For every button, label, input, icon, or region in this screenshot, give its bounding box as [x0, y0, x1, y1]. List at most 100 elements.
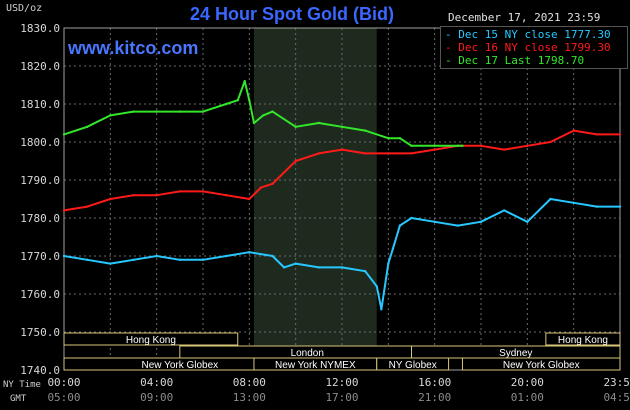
session-label: London	[291, 348, 324, 359]
y-tick-label: 1760.0	[20, 288, 60, 301]
series-point-1	[248, 251, 251, 254]
series-point-3	[252, 121, 256, 125]
session-label: Hong Kong	[126, 335, 176, 346]
gmt-label: GMT	[10, 394, 27, 404]
series-point-2	[178, 190, 182, 193]
series-point-2	[259, 186, 263, 189]
series-point-2	[572, 129, 575, 132]
series-point-2	[410, 152, 413, 155]
x-tick-label-ny: 08:00	[233, 376, 266, 389]
series-point-2	[595, 133, 599, 136]
series-point-3	[387, 137, 390, 140]
chart-datetime: December 17, 2021 23:59	[448, 11, 601, 24]
series-point-1	[317, 266, 321, 269]
y-tick-label: 1790.0	[20, 174, 60, 187]
x-tick-label-gmt: 13:00	[233, 391, 266, 404]
series-point-3	[294, 125, 297, 128]
series-point-1	[387, 262, 390, 265]
series-point-2	[109, 197, 112, 201]
series-point-3	[340, 125, 344, 128]
series-point-1	[572, 201, 575, 204]
x-tick-label-ny: 00:00	[47, 376, 80, 389]
series-point-1	[85, 258, 89, 261]
x-tick-label-ny: 16:00	[418, 376, 451, 389]
y-tick-label: 1820.0	[20, 60, 60, 73]
series-point-1	[340, 266, 344, 269]
series-point-3	[456, 144, 460, 147]
x-tick-label-gmt: 01:00	[511, 391, 544, 404]
legend-item-dec17: - Dec 17 Last 1798.70	[445, 54, 585, 67]
series-point-1	[109, 262, 112, 265]
session-label: New York Globex	[503, 360, 580, 371]
legend-item-dec16: - Dec 16 NY close 1799.30	[445, 41, 611, 54]
series-point-3	[363, 129, 367, 132]
session-label: New York NYMEX	[275, 360, 356, 371]
series-point-1	[271, 254, 274, 258]
series-point-1	[456, 224, 460, 227]
series-point-2	[201, 190, 205, 193]
series-point-1	[363, 270, 367, 273]
x-tick-label-ny: 04:00	[140, 376, 173, 389]
series-point-3	[132, 110, 135, 113]
series-point-2	[479, 144, 483, 147]
session-band	[461, 357, 621, 371]
series-point-3	[62, 133, 66, 136]
series-point-1	[282, 266, 286, 269]
x-tick-label-ny: 23:59	[603, 376, 630, 389]
series-point-1	[526, 220, 529, 223]
series-point-2	[248, 197, 251, 201]
series-point-1	[294, 262, 297, 265]
y-tick-label: 1780.0	[20, 212, 60, 225]
series-point-2	[132, 194, 135, 197]
series-point-1	[433, 220, 436, 223]
series-line-1	[63, 198, 620, 311]
series-point-3	[271, 110, 274, 113]
series-point-3	[236, 99, 239, 102]
series-point-1	[201, 258, 205, 261]
y-tick-label: 1800.0	[20, 136, 60, 149]
y-tick-label: 1750.0	[20, 326, 60, 339]
series-point-3	[109, 114, 112, 117]
ny-time-label: NY Time	[3, 380, 41, 390]
series-point-1	[132, 258, 135, 261]
session-band	[376, 357, 450, 371]
series-point-2	[294, 159, 297, 163]
legend-item-dec15: - Dec 15 NY close 1777.30	[445, 28, 611, 41]
x-tick-label-gmt: 05:00	[47, 391, 80, 404]
series-point-1	[224, 254, 228, 258]
series-point-3	[461, 144, 464, 147]
series-point-2	[155, 194, 158, 197]
series-point-1	[502, 209, 506, 212]
session-label: NY Globex	[389, 360, 437, 371]
series-point-2	[340, 148, 344, 151]
series-point-2	[62, 209, 66, 212]
y-tick-label: 1740.0	[20, 364, 60, 377]
y-tick-label: 1770.0	[20, 250, 60, 263]
series-point-2	[549, 140, 552, 144]
legend-box: - Dec 15 NY close 1777.30 - Dec 16 NY cl…	[440, 26, 628, 69]
series-point-2	[224, 194, 228, 197]
site-link[interactable]: www.kitco.com	[68, 38, 199, 58]
series-point-1	[155, 254, 158, 258]
series-point-3	[224, 102, 228, 106]
x-tick-label-gmt: 09:00	[140, 391, 173, 404]
series-point-3	[155, 110, 158, 113]
session-label: New York Globex	[141, 360, 218, 371]
series-line-2	[63, 129, 620, 212]
series-point-3	[262, 114, 265, 117]
shaded-session-region	[253, 28, 377, 370]
x-tick-label-gmt: 21:00	[418, 391, 451, 404]
series-point-2	[618, 133, 622, 136]
series-point-2	[317, 152, 321, 155]
x-tick-label-gmt: 04:59	[603, 391, 630, 404]
series-point-2	[387, 152, 390, 155]
series-point-2	[433, 148, 436, 151]
series-point-3	[178, 110, 182, 113]
series-point-1	[375, 285, 378, 288]
series-point-1	[549, 197, 552, 201]
series-point-3	[410, 144, 413, 147]
series-point-1	[178, 258, 182, 261]
y-axis-unit-label: USD/oz	[6, 3, 43, 14]
